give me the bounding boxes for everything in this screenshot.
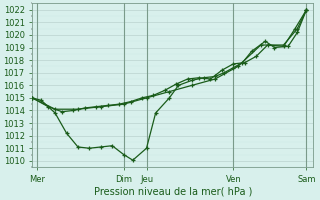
X-axis label: Pression niveau de la mer( hPa ): Pression niveau de la mer( hPa ) (93, 187, 252, 197)
